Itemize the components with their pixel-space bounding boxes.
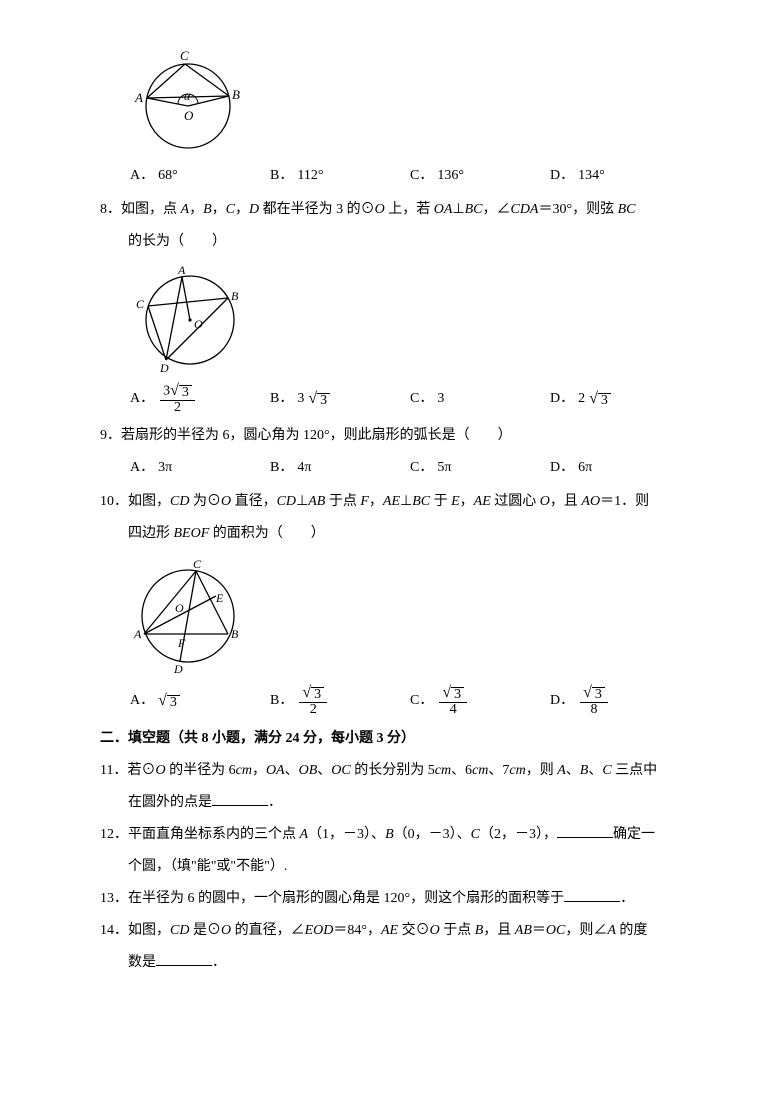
q11-blank[interactable] <box>212 790 268 807</box>
q13-text: 13．在半径为 6 的圆中，一个扇形的圆心角是 120°，则这个扇形的面积等于． <box>100 885 690 913</box>
q8-figure: A B C D O <box>130 262 690 377</box>
q12-blank[interactable] <box>557 822 613 839</box>
q8-options: A． 3√32 B．3√3 C．3 D．2√3 <box>130 383 690 416</box>
svg-text:E: E <box>215 591 224 605</box>
svg-text:B: B <box>232 87 240 102</box>
q8-opt-b: B．3√3 <box>270 383 410 416</box>
svg-text:A: A <box>134 90 143 105</box>
q9-opt-d: D．6π <box>550 454 690 482</box>
svg-text:O: O <box>175 601 184 615</box>
q9-opt-a: A．3π <box>130 454 270 482</box>
q10-text: 10．如图，CD 为⊙O 直径，CD⊥AB 于点 F，AE⊥BC 于 E，AE … <box>100 488 690 516</box>
q9-options: A．3π B．4π C．5π D．6π <box>130 454 690 482</box>
q7-opt-d: D．134° <box>550 162 690 190</box>
q9-opt-c: C．5π <box>410 454 550 482</box>
q8-text: 8．如图，点 A，B，C，D 都在半径为 3 的⊙O 上，若 OA⊥BC，∠CD… <box>100 196 690 224</box>
svg-text:B: B <box>231 627 239 641</box>
svg-text:D: D <box>159 361 169 375</box>
q8-opt-a: A． 3√32 <box>130 383 270 416</box>
q10-options: A．√3 B． √32 C． √34 D． √38 <box>130 685 690 718</box>
q10-opt-b: B． √32 <box>270 685 410 718</box>
q10-opt-d: D． √38 <box>550 685 690 718</box>
svg-text:O: O <box>184 108 194 123</box>
q10-text-2: 四边形 BEOF 的面积为（ ） <box>100 520 690 548</box>
q10-opt-a: A．√3 <box>130 685 270 718</box>
q14-text-2: 数是． <box>100 949 690 977</box>
q9-opt-b: B．4π <box>270 454 410 482</box>
svg-text:α: α <box>184 89 191 103</box>
svg-text:A: A <box>177 263 186 277</box>
q7-figure: A B C O α <box>130 46 690 156</box>
q11-text-2: 在圆外的点是． <box>100 789 690 817</box>
q13-blank[interactable] <box>564 886 620 903</box>
svg-text:D: D <box>173 662 183 676</box>
q7-opt-b: B．112° <box>270 162 410 190</box>
q10-opt-c: C． √34 <box>410 685 550 718</box>
q7-opt-a: A．68° <box>130 162 270 190</box>
section-2-header: 二．填空题（共 8 小题，满分 24 分，每小题 3 分） <box>100 725 690 753</box>
q8-text-2: 的长为（ ） <box>100 228 690 256</box>
q7-options: A．68° B．112° C．136° D．134° <box>130 162 690 190</box>
svg-text:A: A <box>133 627 142 641</box>
q12-text-2: 个圆，（填"能"或"不能"）. <box>100 853 690 881</box>
svg-text:C: C <box>193 557 202 571</box>
q8-opt-c: C．3 <box>410 383 550 416</box>
q14-blank[interactable] <box>156 950 212 967</box>
q10-figure: C D A B O E F <box>130 554 690 679</box>
q11-text: 11．若⊙O 的半径为 6cm，OA、OB、OC 的长分别为 5cm、6cm、7… <box>100 757 690 785</box>
q14-text: 14．如图，CD 是⊙O 的直径，∠EOD＝84°，AE 交⊙O 于点 B，且 … <box>100 917 690 945</box>
q8-opt-d: D．2√3 <box>550 383 690 416</box>
svg-text:B: B <box>231 289 239 303</box>
q12-text: 12．平面直角坐标系内的三个点 A（1，－3）、B（0，－3）、C（2，－3），… <box>100 821 690 849</box>
svg-text:O: O <box>194 317 203 331</box>
svg-text:C: C <box>180 48 189 63</box>
svg-text:C: C <box>136 297 145 311</box>
svg-text:F: F <box>177 636 186 650</box>
q7-opt-c: C．136° <box>410 162 550 190</box>
q9-text: 9．若扇形的半径为 6，圆心角为 120°，则此扇形的弧长是（ ） <box>100 422 690 450</box>
